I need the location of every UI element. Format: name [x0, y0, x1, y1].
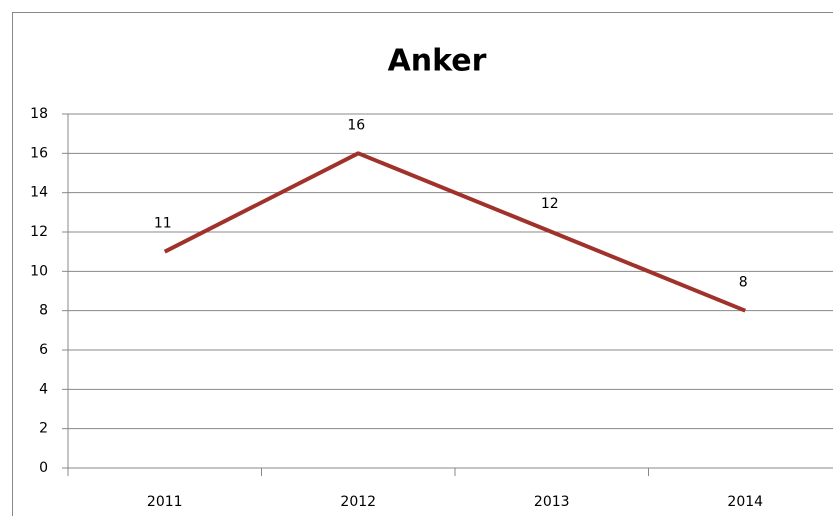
y-tick-label: 4	[39, 381, 48, 397]
x-tick-label: 2012	[340, 494, 376, 510]
data-label: 11	[154, 216, 172, 232]
y-tick-label: 14	[30, 185, 48, 201]
x-tick-label: 2011	[147, 494, 183, 510]
y-tick-label: 0	[39, 460, 48, 476]
y-tick-label: 6	[39, 342, 48, 358]
data-label: 16	[347, 117, 365, 133]
y-tick-label: 2	[39, 421, 48, 437]
line-series	[163, 151, 747, 313]
data-label: 12	[541, 196, 559, 212]
y-tick-label: 8	[39, 303, 48, 319]
y-tick-label: 12	[30, 224, 48, 240]
data-label: 8	[739, 275, 748, 291]
y-tick-label: 18	[30, 106, 48, 122]
y-tick-label: 16	[30, 145, 48, 161]
y-tick-label: 10	[30, 263, 48, 279]
x-tick-label: 2014	[727, 494, 763, 510]
chart-title: Anker	[388, 44, 487, 79]
chart-frame	[12, 12, 833, 516]
x-tick-label: 2013	[534, 494, 570, 510]
